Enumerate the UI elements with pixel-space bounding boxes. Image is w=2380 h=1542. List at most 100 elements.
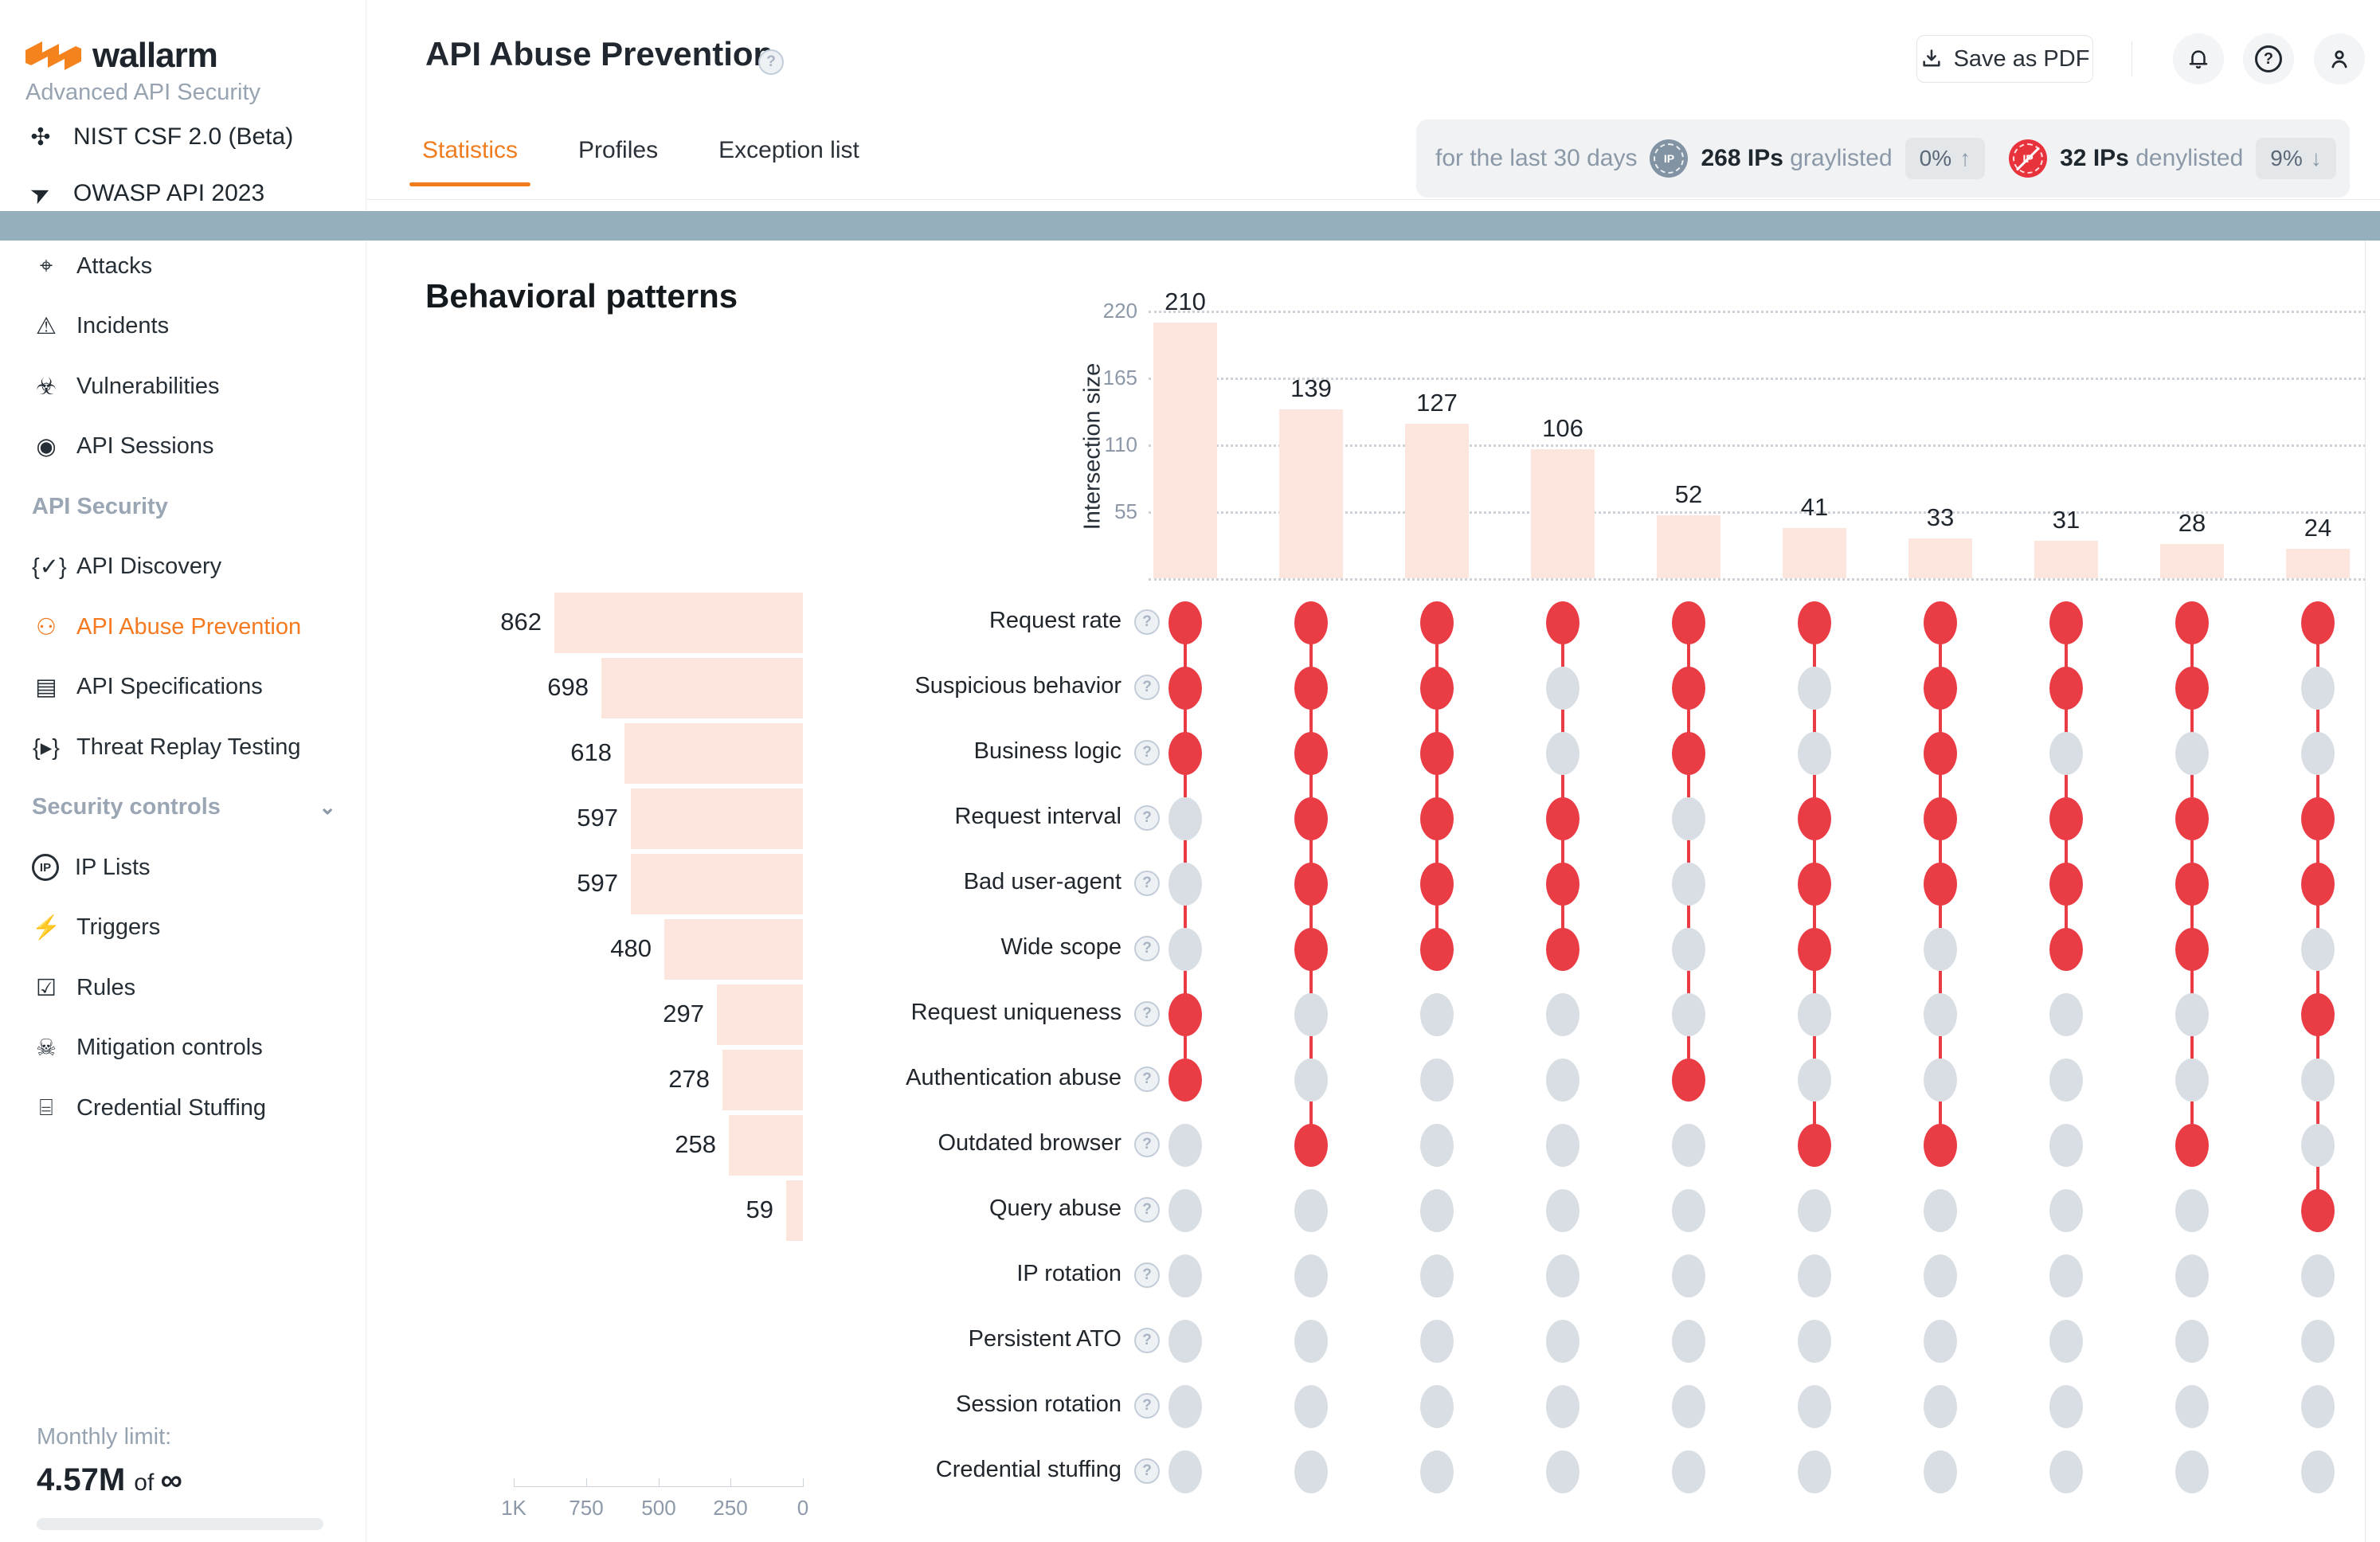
sidebar-item-nist[interactable]: ✣ NIST CSF 2.0 (Beta) [25,119,293,155]
matrix-dot-active[interactable] [1798,797,1831,840]
matrix-dot-inactive[interactable] [2049,1254,2083,1297]
matrix-dot-inactive[interactable] [1798,1189,1831,1232]
matrix-dot-inactive[interactable] [1294,993,1328,1036]
matrix-dot-active[interactable] [2049,601,2083,644]
matrix-dot-active[interactable] [2301,797,2335,840]
matrix-dot-active[interactable] [2175,1124,2209,1167]
matrix-dot-inactive[interactable] [1924,1254,1957,1297]
matrix-dot-active[interactable] [2175,601,2209,644]
set-help-icon[interactable]: ? [1134,871,1160,896]
matrix-dot-active[interactable] [1294,732,1328,775]
matrix-dot-inactive[interactable] [1168,928,1202,971]
matrix-dot-active[interactable] [1294,863,1328,906]
matrix-dot-active[interactable] [2175,928,2209,971]
set-help-icon[interactable]: ? [1134,1132,1160,1157]
matrix-dot-active[interactable] [1420,667,1454,710]
matrix-dot-inactive[interactable] [1672,993,1705,1036]
matrix-dot-active[interactable] [1924,732,1957,775]
intersection-bar[interactable] [1657,515,1720,578]
matrix-dot-active[interactable] [1546,797,1579,840]
matrix-dot-inactive[interactable] [1672,1320,1705,1363]
sidebar-item-api-specifications[interactable]: ▤ API Specifications [32,667,262,708]
matrix-dot-active[interactable] [2049,863,2083,906]
matrix-dot-active[interactable] [1294,601,1328,644]
help-button[interactable]: ? [2243,33,2294,84]
matrix-dot-active[interactable] [2049,667,2083,710]
sidebar-item-triggers[interactable]: ⚡ Triggers [32,907,160,949]
matrix-dot-inactive[interactable] [2049,732,2083,775]
set-help-icon[interactable]: ? [1134,675,1160,700]
matrix-dot-inactive[interactable] [1420,993,1454,1036]
sidebar-item-api-abuse-prevention[interactable]: ⚇ API Abuse Prevention [32,606,301,648]
matrix-dot-active[interactable] [1168,667,1202,710]
matrix-dot-active[interactable] [1420,863,1454,906]
matrix-dot-active[interactable] [1924,797,1957,840]
matrix-dot-active[interactable] [1798,928,1831,971]
sidebar-item-incidents[interactable]: ⚠ Incidents [32,306,169,347]
matrix-dot-inactive[interactable] [1168,863,1202,906]
matrix-dot-inactive[interactable] [1672,797,1705,840]
matrix-dot-active[interactable] [2301,993,2335,1036]
matrix-dot-inactive[interactable] [1798,993,1831,1036]
set-size-bar[interactable] [664,919,803,980]
matrix-dot-active[interactable] [1672,732,1705,775]
matrix-dot-active[interactable] [1294,797,1328,840]
matrix-dot-active[interactable] [1924,667,1957,710]
sidebar-item-api-sessions[interactable]: ◉ API Sessions [32,426,213,468]
matrix-dot-inactive[interactable] [2301,667,2335,710]
intersection-bar[interactable] [2160,544,2224,578]
sidebar-item-threat-replay-testing[interactable]: {▸} Threat Replay Testing [32,726,301,768]
matrix-dot-inactive[interactable] [1546,1385,1579,1428]
matrix-dot-inactive[interactable] [1798,1059,1831,1102]
matrix-dot-inactive[interactable] [1798,1254,1831,1297]
matrix-dot-inactive[interactable] [2175,993,2209,1036]
sidebar-item-api-discovery[interactable]: {✓} API Discovery [32,546,221,588]
intersection-bar[interactable] [1153,323,1217,578]
matrix-dot-active[interactable] [1546,928,1579,971]
tab-statistics[interactable]: Statistics [409,137,531,186]
matrix-dot-inactive[interactable] [1546,1124,1579,1167]
matrix-dot-inactive[interactable] [1798,1450,1831,1493]
matrix-dot-active[interactable] [1294,928,1328,971]
matrix-dot-inactive[interactable] [2301,1385,2335,1428]
matrix-dot-active[interactable] [1924,863,1957,906]
matrix-dot-active[interactable] [1672,601,1705,644]
matrix-dot-active[interactable] [2301,601,2335,644]
matrix-dot-inactive[interactable] [1546,993,1579,1036]
save-as-pdf-button[interactable]: Save as PDF [1916,35,2093,83]
matrix-dot-inactive[interactable] [1924,1450,1957,1493]
matrix-dot-active[interactable] [1798,601,1831,644]
intersection-bar[interactable] [1908,538,1972,578]
matrix-dot-active[interactable] [2301,863,2335,906]
matrix-dot-active[interactable] [1420,797,1454,840]
set-help-icon[interactable]: ? [1134,1262,1160,1288]
matrix-dot-inactive[interactable] [1924,1059,1957,1102]
graylisted-stat[interactable]: 268 IPs graylisted [1701,145,1892,172]
matrix-dot-inactive[interactable] [2049,1385,2083,1428]
matrix-dot-inactive[interactable] [1924,1320,1957,1363]
set-size-bar[interactable] [786,1180,803,1241]
user-menu-button[interactable] [2314,33,2365,84]
intersection-bar[interactable] [2034,541,2098,578]
sidebar-item-attacks[interactable]: ⌖ Attacks [32,245,152,287]
set-help-icon[interactable]: ? [1134,936,1160,961]
matrix-dot-inactive[interactable] [1168,1385,1202,1428]
matrix-dot-inactive[interactable] [2049,1450,2083,1493]
matrix-dot-inactive[interactable] [2049,993,2083,1036]
matrix-dot-inactive[interactable] [2175,1059,2209,1102]
matrix-dot-inactive[interactable] [1420,1450,1454,1493]
matrix-dot-inactive[interactable] [2175,1189,2209,1232]
matrix-dot-active[interactable] [1672,1059,1705,1102]
set-size-bar[interactable] [722,1050,803,1110]
matrix-dot-inactive[interactable] [1924,1189,1957,1232]
matrix-dot-active[interactable] [1672,667,1705,710]
matrix-dot-active[interactable] [1168,732,1202,775]
set-size-bar[interactable] [601,658,803,718]
matrix-dot-active[interactable] [1546,863,1579,906]
intersection-bar[interactable] [1405,424,1469,578]
matrix-dot-inactive[interactable] [1168,1320,1202,1363]
matrix-dot-inactive[interactable] [1294,1059,1328,1102]
matrix-dot-inactive[interactable] [1420,1059,1454,1102]
matrix-dot-inactive[interactable] [2049,1059,2083,1102]
matrix-dot-inactive[interactable] [1672,1189,1705,1232]
